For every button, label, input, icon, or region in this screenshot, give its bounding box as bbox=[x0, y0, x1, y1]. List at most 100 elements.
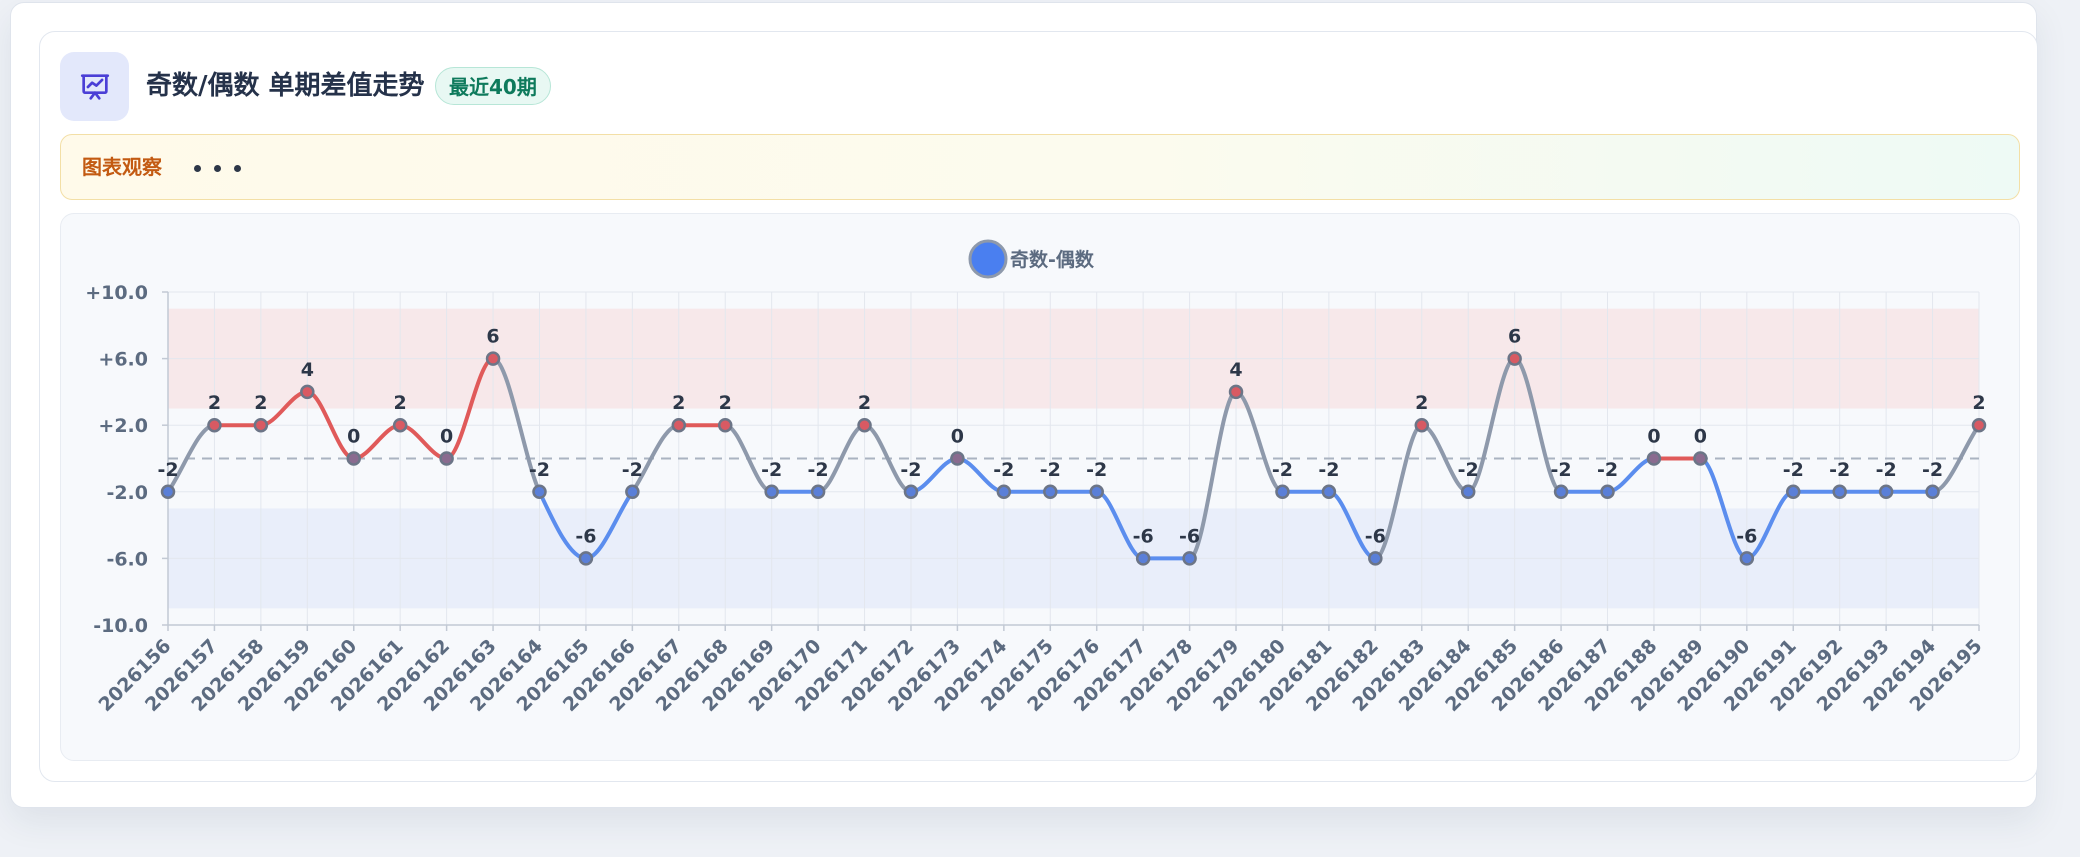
data-label: -2 bbox=[761, 459, 782, 481]
data-label: 2 bbox=[254, 392, 267, 414]
data-point[interactable] bbox=[764, 484, 779, 500]
data-label: -6 bbox=[1179, 525, 1200, 547]
data-label: 2 bbox=[1415, 392, 1428, 414]
data-point[interactable] bbox=[392, 417, 408, 433]
data-label: -2 bbox=[900, 459, 921, 481]
data-label: 2 bbox=[394, 392, 407, 414]
data-point[interactable] bbox=[1971, 417, 1987, 433]
data-label: 0 bbox=[347, 426, 360, 448]
data-label: -2 bbox=[1876, 459, 1897, 481]
data-point[interactable] bbox=[1089, 484, 1104, 500]
data-point[interactable] bbox=[1321, 484, 1337, 500]
legend-marker[interactable] bbox=[968, 239, 1008, 279]
data-point[interactable] bbox=[996, 484, 1012, 500]
data-point[interactable] bbox=[160, 484, 176, 500]
data-point[interactable] bbox=[485, 351, 501, 366]
data-point[interactable] bbox=[439, 451, 454, 466]
data-label: -2 bbox=[529, 459, 550, 481]
data-point[interactable] bbox=[207, 417, 222, 433]
data-label: 6 bbox=[486, 326, 499, 348]
data-point[interactable] bbox=[1739, 551, 1755, 566]
data-point[interactable] bbox=[253, 417, 269, 433]
observation-label: 图表观察 bbox=[82, 155, 162, 179]
y-tick-label: +10.0 bbox=[85, 282, 148, 304]
data-point[interactable] bbox=[1275, 484, 1290, 500]
y-tick-label: -10.0 bbox=[93, 615, 148, 637]
data-label: 0 bbox=[951, 426, 964, 448]
data-label: -2 bbox=[1086, 459, 1107, 481]
data-point[interactable] bbox=[1832, 484, 1847, 500]
series-line-segment bbox=[1466, 356, 1517, 494]
data-point[interactable] bbox=[1182, 551, 1197, 566]
data-label: 2 bbox=[858, 392, 871, 414]
data-label: -6 bbox=[575, 525, 596, 547]
series-line-segment bbox=[1187, 389, 1239, 561]
series-line-segment bbox=[1373, 423, 1424, 561]
data-label: -2 bbox=[1040, 459, 1061, 481]
data-point[interactable] bbox=[1646, 451, 1662, 466]
data-label: -2 bbox=[808, 459, 829, 481]
chart-panel bbox=[60, 213, 2020, 761]
data-point[interactable] bbox=[950, 451, 965, 466]
data-point[interactable] bbox=[1368, 551, 1383, 566]
y-tick-label: +6.0 bbox=[98, 349, 148, 371]
data-point[interactable] bbox=[717, 417, 733, 433]
data-point[interactable] bbox=[625, 484, 640, 500]
chart-title: 奇数/偶数 单期差值走势 bbox=[146, 71, 425, 101]
data-label: -2 bbox=[993, 459, 1014, 481]
data-point[interactable] bbox=[300, 384, 315, 400]
data-point[interactable] bbox=[857, 417, 872, 433]
observation-panel[interactable]: 图表观察 bbox=[60, 134, 2020, 200]
data-label: 2 bbox=[1972, 392, 1985, 414]
data-point[interactable] bbox=[1878, 484, 1894, 500]
data-label: 2 bbox=[719, 392, 732, 414]
data-point[interactable] bbox=[578, 551, 594, 566]
data-point[interactable] bbox=[1786, 484, 1801, 500]
data-point[interactable] bbox=[1043, 484, 1058, 500]
data-point[interactable] bbox=[1228, 384, 1244, 400]
data-label: -2 bbox=[1783, 459, 1804, 481]
data-label: -2 bbox=[1922, 459, 1943, 481]
period-badge: 最近40期 bbox=[435, 67, 551, 105]
y-tick-label: -6.0 bbox=[106, 548, 148, 570]
data-label: -2 bbox=[1458, 459, 1479, 481]
legend-label[interactable]: 奇数-偶数 bbox=[1010, 248, 1095, 271]
data-label: 0 bbox=[440, 426, 453, 448]
data-point[interactable] bbox=[903, 484, 919, 500]
data-point[interactable] bbox=[1693, 451, 1708, 466]
data-point[interactable] bbox=[346, 451, 361, 466]
data-point[interactable] bbox=[671, 417, 687, 433]
data-label: -6 bbox=[1736, 525, 1757, 547]
data-point[interactable] bbox=[1414, 417, 1430, 433]
loading-dots bbox=[194, 165, 241, 172]
series-line-segment bbox=[351, 423, 403, 461]
data-label: -6 bbox=[1133, 525, 1154, 547]
data-label: -2 bbox=[622, 459, 643, 481]
data-label: -6 bbox=[1365, 525, 1386, 547]
data-label: 4 bbox=[301, 359, 314, 381]
data-label: 0 bbox=[1694, 426, 1707, 448]
data-label: 2 bbox=[208, 392, 221, 414]
y-tick-label: +2.0 bbox=[98, 415, 148, 437]
presentation-chart-icon bbox=[60, 52, 129, 121]
y-tick-label: -2.0 bbox=[106, 482, 148, 504]
series-line-segment bbox=[1512, 356, 1564, 494]
data-point[interactable] bbox=[810, 484, 826, 500]
data-point[interactable] bbox=[1135, 551, 1151, 566]
data-label: 4 bbox=[1229, 359, 1242, 381]
data-point[interactable] bbox=[1553, 484, 1569, 500]
data-label: 0 bbox=[1647, 426, 1660, 448]
data-label: 6 bbox=[1508, 326, 1521, 348]
data-label: -2 bbox=[1272, 459, 1293, 481]
data-label: -2 bbox=[1597, 459, 1618, 481]
data-point[interactable] bbox=[1925, 484, 1940, 500]
data-point[interactable] bbox=[1600, 484, 1615, 500]
data-point[interactable] bbox=[1460, 484, 1476, 500]
data-label: 2 bbox=[672, 392, 685, 414]
data-point[interactable] bbox=[532, 484, 547, 500]
data-label: -2 bbox=[157, 459, 178, 481]
data-label: -2 bbox=[1829, 459, 1850, 481]
data-point[interactable] bbox=[1507, 351, 1522, 366]
data-label: -2 bbox=[1318, 459, 1339, 481]
